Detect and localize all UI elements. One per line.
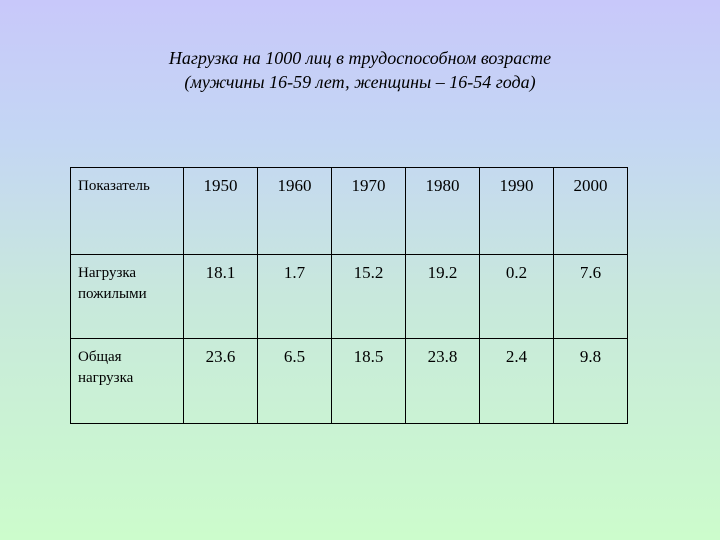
year-cell-1970: 1970 — [331, 167, 406, 255]
value-cell: 1.7 — [257, 254, 332, 339]
row-label-total-load: Общая нагрузка — [70, 338, 184, 424]
slide-title: Нагрузка на 1000 лиц в трудоспособном во… — [0, 46, 720, 94]
value-cell: 18.5 — [331, 338, 406, 424]
table-row: Нагрузка пожилыми 18.1 1.7 15.2 19.2 0.2… — [70, 254, 628, 339]
table-header-row: Показатель 1950 1960 1970 1980 1990 2000 — [70, 167, 628, 255]
value-cell: 9.8 — [553, 338, 628, 424]
year-cell-1950: 1950 — [183, 167, 258, 255]
year-cell-2000: 2000 — [553, 167, 628, 255]
value-cell: 7.6 — [553, 254, 628, 339]
value-cell: 6.5 — [257, 338, 332, 424]
value-cell: 23.6 — [183, 338, 258, 424]
data-table: Показатель 1950 1960 1970 1980 1990 2000… — [70, 167, 628, 424]
title-line-2: (мужчины 16-59 лет, женщины – 16-54 года… — [184, 72, 536, 92]
value-cell: 18.1 — [183, 254, 258, 339]
value-cell: 19.2 — [405, 254, 480, 339]
value-cell: 15.2 — [331, 254, 406, 339]
row-label-elderly-load: Нагрузка пожилыми — [70, 254, 184, 339]
title-line-1: Нагрузка на 1000 лиц в трудоспособном во… — [168, 48, 552, 68]
value-cell: 23.8 — [405, 338, 480, 424]
year-cell-1980: 1980 — [405, 167, 480, 255]
year-cell-1960: 1960 — [257, 167, 332, 255]
table-row: Общая нагрузка 23.6 6.5 18.5 23.8 2.4 9.… — [70, 338, 628, 424]
value-cell: 0.2 — [479, 254, 554, 339]
header-label-cell: Показатель — [70, 167, 184, 255]
year-cell-1990: 1990 — [479, 167, 554, 255]
value-cell: 2.4 — [479, 338, 554, 424]
